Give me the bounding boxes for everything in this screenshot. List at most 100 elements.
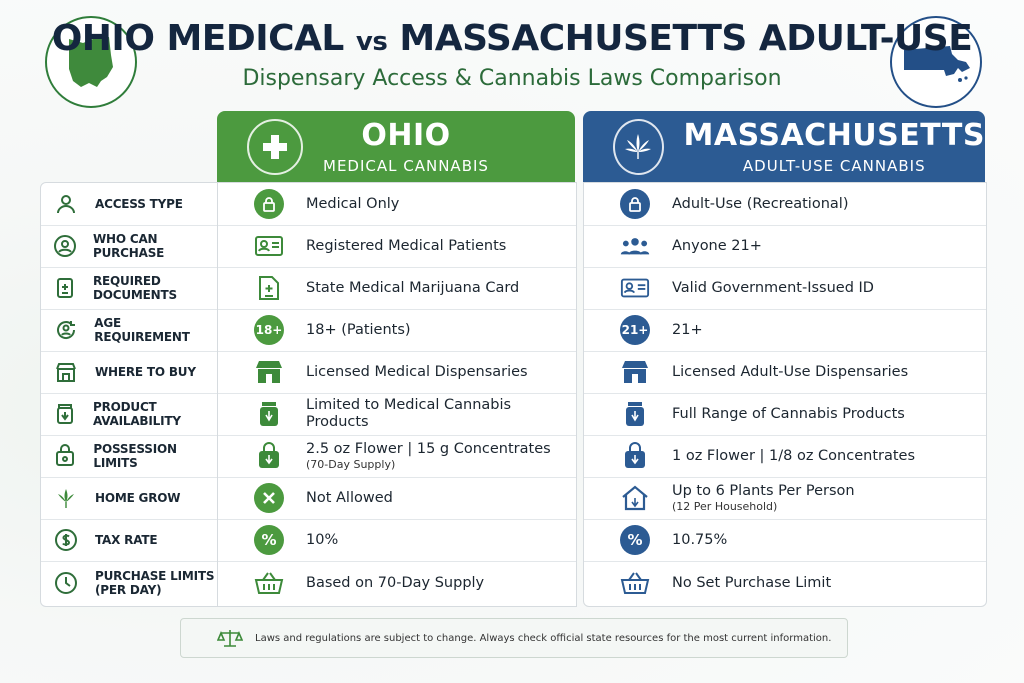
ma-home-grow: Up to 6 Plants Per Person (12 Per Househ… — [672, 483, 855, 513]
table-row: 18+ 18+ (Patients) — [218, 309, 576, 352]
ohio-purchase-limits: Based on 70-Day Supply — [306, 574, 485, 591]
label-age-requirement: AGE REQUIREMENT — [94, 316, 190, 344]
massachusetts-map-icon — [904, 46, 970, 82]
title-vs: vs — [355, 27, 388, 57]
table-row: Valid Government-Issued ID — [584, 267, 986, 310]
person-icon — [53, 191, 79, 217]
label-possession-limits: POSSESSION LIMITS — [93, 442, 177, 470]
x-circle-icon — [254, 483, 284, 513]
table-row: Registered Medical Patients — [218, 225, 576, 268]
table-row: No Set Purchase Limit — [584, 561, 986, 605]
ohio-where-to-buy: Licensed Medical Dispensaries — [306, 363, 528, 380]
table-row: State Medical Marijuana Card — [218, 267, 576, 310]
table-row: Based on 70-Day Supply — [218, 561, 576, 605]
table-row: Limited to Medical Cannabis Products — [218, 393, 576, 436]
user-circle-icon — [53, 233, 77, 259]
bag-icon — [53, 443, 77, 469]
label-row: WHERE TO BUY — [41, 351, 217, 394]
table-row: Medical Only — [218, 183, 576, 226]
ohio-possession-limits: 2.5 oz Flower | 15 g Concentrates (70-Da… — [306, 441, 551, 471]
medical-document-icon — [254, 273, 284, 303]
ohio-possession-value: 2.5 oz Flower | 15 g Concentrates — [306, 441, 551, 457]
ohio-required-documents: State Medical Marijuana Card — [306, 279, 520, 296]
scales-icon — [217, 628, 243, 648]
percent-icon: % — [620, 525, 650, 555]
ohio-column-header: OHIO MEDICAL CANNABIS — [217, 111, 575, 182]
ohio-product-availability: Limited to Medical Cannabis Products — [306, 397, 512, 430]
title-ohio: OHIO MEDICAL — [51, 18, 345, 59]
label-purchase-limits-line2: (PER DAY) — [95, 583, 162, 597]
basket-icon — [254, 568, 284, 598]
leaf-icon — [53, 485, 79, 511]
jar-icon — [254, 399, 284, 429]
label-where-to-buy: WHERE TO BUY — [95, 365, 196, 379]
table-row: 1 oz Flower | 1/8 oz Concentrates — [584, 435, 986, 478]
label-row: ACCESS TYPE — [41, 183, 217, 226]
label-row: HOME GROW — [41, 477, 217, 520]
ohio-column-subtitle: MEDICAL CANNABIS — [323, 157, 489, 175]
cannabis-leaf-icon — [613, 118, 664, 175]
ohio-column-title: OHIO — [361, 118, 451, 153]
jar-icon — [620, 399, 650, 429]
bag-icon — [620, 441, 650, 471]
label-product-availability: PRODUCT AVAILABILITY — [93, 400, 181, 428]
label-purchase-limits-line1: PURCHASE LIMITS — [95, 569, 215, 583]
label-required-documents: REQUIRED DOCUMENTS — [93, 274, 177, 302]
ma-purchase-limits: No Set Purchase Limit — [672, 574, 832, 591]
page-subtitle: Dispensary Access & Cannabis Laws Compar… — [242, 66, 782, 91]
label-row: AGE REQUIREMENT — [41, 309, 217, 352]
massachusetts-values-panel: Adult-Use (Recreational) Anyone 21+ Vali… — [583, 182, 987, 607]
table-row: Anyone 21+ — [584, 225, 986, 268]
document-icon — [53, 275, 77, 301]
ohio-possession-note: (70-Day Supply) — [306, 458, 396, 471]
age-21-badge: 21+ — [620, 315, 650, 345]
clock-icon — [53, 570, 79, 596]
dollar-icon — [53, 527, 79, 553]
table-row: Not Allowed — [218, 477, 576, 520]
ohio-home-grow: Not Allowed — [306, 489, 393, 506]
page-title: OHIO MEDICAL vs MASSACHUSETTS ADULT-USE — [0, 18, 1024, 59]
category-labels-panel: ACCESS TYPE WHO CAN PURCHASE REQUIRED DO… — [40, 182, 218, 607]
massachusetts-column-subtitle: ADULT-USE CANNABIS — [742, 157, 926, 175]
house-icon — [620, 483, 650, 513]
label-home-grow: HOME GROW — [95, 491, 181, 505]
table-row: Adult-Use (Recreational) — [584, 183, 986, 226]
label-who-can-purchase: WHO CAN PURCHASE — [93, 232, 165, 260]
label-row: PURCHASE LIMITS (PER DAY) — [41, 561, 217, 605]
ma-age-requirement: 21+ — [672, 321, 703, 338]
store-icon — [53, 359, 79, 385]
id-card-icon — [620, 273, 650, 303]
age-icon — [53, 317, 78, 343]
label-access-type: ACCESS TYPE — [95, 197, 183, 211]
ma-tax-rate: 10.75% — [672, 531, 728, 548]
label-row: TAX RATE — [41, 519, 217, 562]
ohio-values-panel: Medical Only Registered Medical Patients… — [217, 182, 577, 607]
table-row: Full Range of Cannabis Products — [584, 393, 986, 436]
ma-who-can-purchase: Anyone 21+ — [672, 237, 762, 254]
massachusetts-column-header: MASSACHUSETTS ADULT-USE CANNABIS — [583, 111, 985, 182]
age-18-badge: 18+ — [254, 315, 284, 345]
table-row: Licensed Medical Dispensaries — [218, 351, 576, 394]
label-row: POSSESSION LIMITS — [41, 435, 217, 478]
ma-required-documents: Valid Government-Issued ID — [672, 279, 874, 296]
table-row: 21+ 21+ — [584, 309, 986, 352]
ohio-map-badge — [45, 16, 137, 108]
table-row: % 10% — [218, 519, 576, 562]
ma-access-type: Adult-Use (Recreational) — [672, 195, 849, 212]
bag-icon — [254, 441, 284, 471]
label-tax-rate: TAX RATE — [95, 533, 158, 547]
massachusetts-column-title: MASSACHUSETTS — [683, 118, 985, 153]
group-icon — [620, 231, 650, 261]
label-row: REQUIRED DOCUMENTS — [41, 267, 217, 310]
ohio-map-icon — [69, 37, 113, 87]
ma-where-to-buy: Licensed Adult-Use Dispensaries — [672, 363, 909, 380]
table-row: % 10.75% — [584, 519, 986, 562]
ma-home-grow-note: (12 Per Household) — [672, 500, 778, 513]
table-row: 2.5 oz Flower | 15 g Concentrates (70-Da… — [218, 435, 576, 478]
label-purchase-limits: PURCHASE LIMITS (PER DAY) — [95, 569, 214, 597]
ma-possession-limits: 1 oz Flower | 1/8 oz Concentrates — [672, 447, 916, 464]
label-row: WHO CAN PURCHASE — [41, 225, 217, 268]
lock-icon — [620, 189, 650, 219]
title-massachusetts: MASSACHUSETTS ADULT-USE — [399, 18, 973, 59]
disclaimer-text: Laws and regulations are subject to chan… — [255, 632, 832, 644]
